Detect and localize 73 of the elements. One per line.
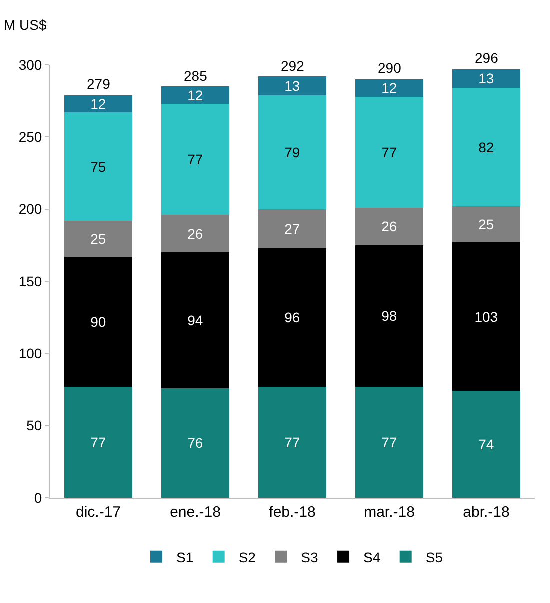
y-tick-label: 200 bbox=[18, 201, 42, 218]
total-label: 279 bbox=[87, 76, 111, 92]
legend-label: S5 bbox=[426, 549, 444, 566]
data-label: 12 bbox=[382, 80, 398, 96]
total-label: 290 bbox=[378, 60, 402, 76]
data-label: 75 bbox=[90, 158, 106, 175]
y-tick-label: 150 bbox=[18, 273, 42, 290]
data-label: 25 bbox=[90, 230, 106, 247]
data-label: 13 bbox=[284, 78, 300, 94]
bar bbox=[452, 206, 520, 243]
x-tick-label: mar.-18 bbox=[364, 504, 415, 521]
data-label: 27 bbox=[284, 220, 300, 237]
bar bbox=[64, 220, 132, 257]
y-tick-label: 100 bbox=[18, 346, 42, 362]
legend-label: S1 bbox=[176, 549, 194, 566]
bar bbox=[162, 215, 230, 253]
bar bbox=[162, 252, 230, 388]
bar bbox=[64, 386, 132, 498]
data-label: 103 bbox=[474, 308, 498, 325]
x-tick-label: feb.-18 bbox=[269, 504, 316, 521]
bar bbox=[452, 88, 520, 206]
bar bbox=[258, 248, 326, 387]
y-axis-title: M US$ bbox=[4, 17, 47, 33]
data-label: 26 bbox=[382, 218, 398, 235]
bar bbox=[356, 386, 424, 498]
data-label: 77 bbox=[284, 434, 300, 450]
data-label: 77 bbox=[382, 434, 398, 450]
bar bbox=[64, 95, 132, 113]
legend-label: S4 bbox=[364, 549, 381, 566]
bar bbox=[258, 209, 326, 248]
data-label: 98 bbox=[382, 308, 398, 324]
y-tick-label: 0 bbox=[34, 490, 42, 506]
bar bbox=[452, 69, 520, 88]
bar bbox=[162, 104, 230, 216]
y-tick-label: 50 bbox=[26, 418, 42, 434]
x-tick-label: dic.-17 bbox=[76, 504, 122, 521]
data-label: 77 bbox=[90, 434, 106, 450]
legend-label: S3 bbox=[301, 549, 319, 566]
data-label: 26 bbox=[188, 226, 204, 242]
x-tick-label: abr.-18 bbox=[463, 504, 510, 521]
bar bbox=[356, 245, 424, 387]
total-label: 285 bbox=[184, 68, 208, 84]
data-label: 77 bbox=[382, 144, 398, 160]
data-label: 94 bbox=[188, 312, 204, 328]
data-label: 76 bbox=[188, 435, 204, 452]
data-label: 12 bbox=[188, 87, 204, 104]
data-label: 74 bbox=[478, 436, 494, 453]
bar bbox=[452, 242, 520, 392]
data-label: 79 bbox=[284, 144, 300, 160]
data-label: 13 bbox=[478, 70, 494, 87]
total-label: 296 bbox=[475, 50, 499, 66]
bar bbox=[162, 388, 230, 498]
bar bbox=[258, 386, 326, 498]
data-label: 77 bbox=[188, 152, 204, 168]
bar bbox=[452, 391, 520, 498]
data-label: 82 bbox=[478, 139, 494, 156]
bar bbox=[162, 86, 230, 104]
bar bbox=[64, 112, 132, 221]
bar bbox=[258, 76, 326, 96]
bar bbox=[356, 96, 424, 208]
bar bbox=[356, 79, 424, 97]
data-label: 25 bbox=[478, 216, 494, 232]
bar bbox=[356, 208, 424, 246]
x-tick-label: ene.-18 bbox=[170, 504, 221, 521]
legend-label: S2 bbox=[238, 549, 256, 566]
bar bbox=[258, 95, 326, 210]
y-tick-label: 250 bbox=[18, 129, 42, 146]
bar bbox=[64, 256, 132, 387]
data-label: 96 bbox=[284, 310, 300, 326]
y-tick-label: 300 bbox=[18, 56, 42, 73]
data-label: 90 bbox=[90, 314, 106, 330]
total-label: 292 bbox=[281, 58, 305, 74]
data-label: 12 bbox=[90, 96, 106, 112]
